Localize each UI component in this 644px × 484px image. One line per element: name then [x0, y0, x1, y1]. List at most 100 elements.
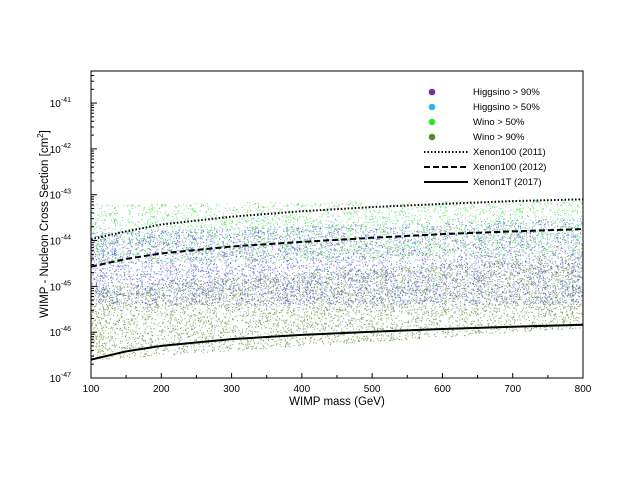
scatter-point [338, 318, 340, 320]
scatter-point [292, 302, 294, 304]
scatter-point [445, 277, 447, 279]
scatter-point [464, 321, 466, 323]
scatter-point [452, 296, 454, 298]
scatter-point [286, 328, 288, 330]
scatter-point [571, 297, 572, 298]
scatter-point [253, 314, 254, 316]
scatter-point [329, 320, 331, 322]
scatter-point [247, 296, 249, 298]
scatter-point [337, 326, 339, 328]
scatter-point [187, 299, 189, 301]
scatter-point [347, 324, 349, 326]
scatter-point [364, 287, 366, 288]
scatter-point [230, 295, 232, 296]
scatter-point [401, 323, 403, 325]
scatter-point [564, 321, 565, 323]
scatter-point [158, 295, 159, 297]
scatter-point [272, 290, 274, 292]
scatter-point [376, 323, 378, 325]
scatter-point [325, 301, 327, 303]
scatter-point [472, 320, 474, 322]
scatter-point [95, 324, 97, 326]
scatter-point [260, 327, 262, 329]
scatter-point [257, 343, 259, 345]
scatter-point [218, 334, 220, 336]
scatter-point [369, 272, 371, 274]
scatter-point [119, 355, 121, 357]
scatter-point [547, 296, 549, 298]
scatter-point [387, 271, 389, 273]
scatter-point [226, 307, 228, 309]
scatter-point [464, 335, 466, 337]
scatter-point [490, 318, 492, 320]
scatter-point [143, 314, 145, 316]
scatter-point [225, 324, 227, 326]
scatter-point [131, 287, 133, 289]
scatter-point [150, 341, 152, 343]
scatter-point [367, 338, 369, 339]
scatter-point [119, 288, 121, 290]
scatter-point [577, 264, 579, 266]
scatter-point [253, 304, 255, 306]
scatter-point [92, 328, 94, 330]
scatter-point [422, 280, 424, 281]
scatter-point [326, 280, 328, 282]
scatter-point [458, 325, 460, 327]
scatter-point [531, 323, 533, 325]
scatter-point [559, 291, 561, 293]
scatter-point [494, 305, 496, 306]
scatter-point [246, 329, 248, 331]
scatter-point [259, 282, 261, 284]
scatter-point [103, 332, 105, 334]
scatter-point [547, 297, 549, 299]
scatter-point [418, 336, 420, 338]
scatter-point [561, 259, 563, 261]
scatter-point [390, 337, 392, 339]
scatter-point [258, 309, 260, 310]
scatter-point [269, 313, 271, 315]
scatter-point [190, 283, 192, 285]
scatter-point [410, 325, 412, 327]
scatter-point [507, 313, 508, 315]
scatter-point [162, 353, 164, 355]
scatter-point [278, 305, 280, 307]
scatter-point [121, 313, 123, 314]
scatter-point [431, 311, 433, 313]
scatter-point [223, 350, 225, 352]
scatter-point [558, 258, 560, 260]
scatter-point [219, 336, 221, 338]
scatter-point [481, 324, 482, 326]
scatter-point [263, 286, 265, 287]
scatter-point [382, 301, 384, 303]
scatter-point [373, 277, 375, 279]
scatter-point [321, 328, 323, 330]
scatter-point [323, 292, 325, 294]
scatter-point [401, 339, 403, 341]
scatter-point [224, 341, 226, 343]
scatter-point [528, 281, 530, 282]
scatter-point [487, 288, 489, 290]
scatter-point [302, 338, 304, 340]
scatter-point [514, 288, 516, 290]
scatter-point [211, 290, 213, 292]
scatter-point [348, 319, 350, 321]
scatter-point [150, 297, 152, 299]
scatter-point [105, 345, 107, 347]
scatter-point [267, 318, 269, 320]
scatter-point [233, 327, 235, 329]
scatter-point [312, 294, 314, 296]
scatter-point [149, 290, 150, 292]
scatter-point [299, 328, 301, 330]
scatter-point [312, 326, 314, 328]
scatter-point [505, 306, 507, 308]
scatter-point [436, 323, 438, 325]
scatter-point [433, 324, 435, 326]
scatter-point [252, 312, 254, 313]
scatter-point [499, 317, 501, 319]
scatter-point [496, 288, 498, 290]
scatter-point [398, 273, 400, 275]
scatter-point [98, 312, 99, 314]
scatter-point [128, 295, 130, 297]
scatter-point [226, 280, 228, 282]
scatter-point [386, 326, 388, 328]
